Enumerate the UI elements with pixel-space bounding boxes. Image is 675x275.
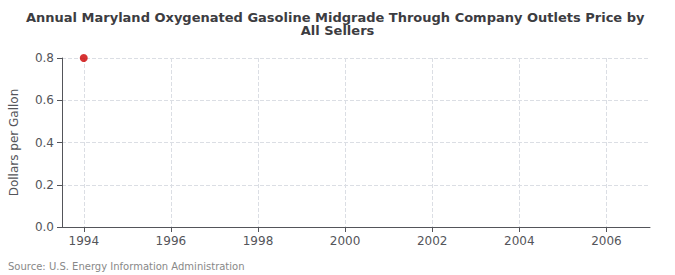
svg-text:0.2: 0.2 bbox=[35, 178, 54, 192]
svg-text:0.0: 0.0 bbox=[35, 220, 54, 234]
svg-text:0.4: 0.4 bbox=[35, 136, 54, 150]
svg-text:Annual Maryland Oxygenated Gas: Annual Maryland Oxygenated Gasoline Midg… bbox=[26, 10, 649, 25]
svg-text:All Sellers: All Sellers bbox=[301, 23, 375, 38]
svg-text:2004: 2004 bbox=[504, 234, 535, 248]
svg-text:2006: 2006 bbox=[591, 234, 622, 248]
svg-text:0.6: 0.6 bbox=[35, 93, 54, 107]
svg-text:1996: 1996 bbox=[156, 234, 187, 248]
svg-text:1998: 1998 bbox=[243, 234, 274, 248]
svg-text:Source: U.S. Energy Informatio: Source: U.S. Energy Information Administ… bbox=[8, 261, 245, 272]
svg-text:0.8: 0.8 bbox=[35, 51, 54, 65]
svg-text:1994: 1994 bbox=[69, 234, 100, 248]
svg-text:2000: 2000 bbox=[330, 234, 361, 248]
svg-text:Dollars per Gallon: Dollars per Gallon bbox=[7, 89, 21, 197]
svg-text:2002: 2002 bbox=[417, 234, 448, 248]
